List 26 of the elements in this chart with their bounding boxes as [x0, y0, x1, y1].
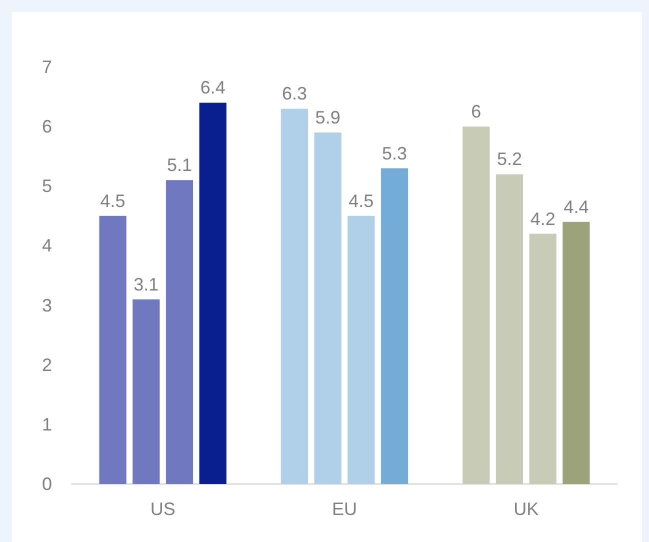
y-tick-label: 6 — [42, 116, 52, 137]
data-label: 5.1 — [166, 155, 192, 176]
x-tick-label: US — [150, 499, 176, 519]
data-label: 5.3 — [382, 143, 408, 164]
bar — [380, 168, 408, 484]
data-label: 6.4 — [200, 78, 226, 98]
data-label: 5.2 — [496, 149, 522, 170]
data-label: 4.5 — [348, 190, 374, 211]
data-label: 4.4 — [564, 196, 589, 217]
data-label: 6.3 — [282, 84, 307, 104]
y-tick-label: 1 — [42, 414, 52, 434]
bar — [562, 222, 590, 484]
data-label: 4.2 — [530, 208, 556, 229]
data-label: 6 — [471, 102, 482, 122]
y-tick-label: 4 — [42, 236, 52, 256]
y-tick-label: 2 — [42, 354, 52, 375]
y-tick-label: 0 — [42, 474, 52, 494]
y-tick-label: 5 — [42, 176, 52, 196]
x-tick-label: UK — [514, 499, 539, 519]
y-tick-label: 7 — [42, 57, 52, 77]
data-label: 5.9 — [315, 108, 340, 128]
y-tick-label: 3 — [42, 295, 52, 316]
x-tick-label: EU — [332, 499, 358, 519]
data-label: 3.1 — [134, 274, 159, 294]
bar — [199, 102, 226, 484]
data-label: 4.5 — [100, 190, 126, 211]
